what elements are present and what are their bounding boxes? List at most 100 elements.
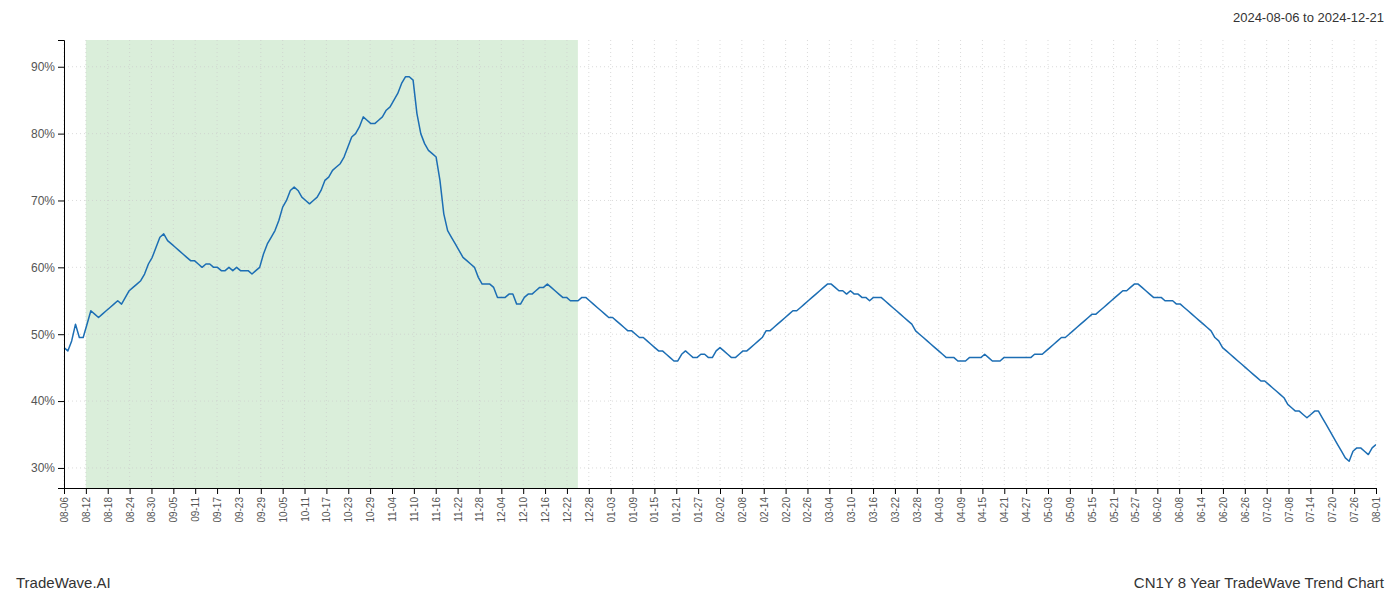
- grid-line-x: [392, 40, 393, 488]
- x-tick: 05-03: [1043, 488, 1054, 523]
- y-tick-mark: [58, 401, 64, 402]
- grid-line-x: [1354, 40, 1355, 488]
- grid-line-x: [545, 40, 546, 488]
- x-tick: 10-05: [278, 488, 289, 523]
- x-tick-label: 09-11: [190, 497, 201, 522]
- grid-line-x: [523, 40, 524, 488]
- grid-line-x: [107, 40, 108, 488]
- grid-line-x: [1376, 40, 1377, 488]
- x-tick-mark: [698, 488, 699, 494]
- grid-line-x: [1244, 40, 1245, 488]
- x-tick: 12-04: [496, 488, 507, 523]
- x-tick-mark: [1310, 488, 1311, 494]
- grid-line-x: [1157, 40, 1158, 488]
- x-tick: 03-22: [890, 488, 901, 523]
- grid-line-x: [413, 40, 414, 488]
- x-tick-mark: [611, 488, 612, 494]
- x-tick-mark: [1157, 488, 1158, 494]
- x-tick-label: 11-10: [409, 497, 420, 522]
- x-tick-mark: [1245, 488, 1246, 494]
- x-tick: 03-04: [824, 488, 835, 523]
- x-tick: 10-29: [365, 488, 376, 523]
- x-tick: 11-22: [453, 488, 464, 522]
- x-tick: 02-26: [802, 488, 813, 523]
- y-tick: 30%: [31, 461, 64, 475]
- plot-area: [64, 77, 1376, 461]
- x-tick-mark: [195, 488, 196, 494]
- x-tick: 01-21: [671, 488, 682, 523]
- x-tick-mark: [326, 488, 327, 494]
- x-tick-label: 03-04: [824, 497, 835, 523]
- grid-line-x: [479, 40, 480, 488]
- x-tick-mark: [786, 488, 787, 494]
- grid-line-x: [632, 40, 633, 488]
- grid-line-x: [851, 40, 852, 488]
- x-tick: 07-02: [1262, 488, 1273, 523]
- line: [64, 77, 1376, 461]
- grid-line-x: [698, 40, 699, 488]
- x-tick-label: 03-28: [912, 497, 923, 523]
- grid-line-x: [676, 40, 677, 488]
- grid-line-x: [741, 40, 742, 488]
- grid-line-x: [1113, 40, 1114, 488]
- x-tick-label: 04-15: [977, 497, 988, 523]
- x-tick-mark: [1267, 488, 1268, 494]
- x-tick: 08-06: [59, 488, 70, 523]
- x-tick-label: 07-14: [1305, 497, 1316, 523]
- x-tick-label: 06-26: [1240, 497, 1251, 523]
- x-tick: 01-03: [606, 488, 617, 523]
- grid-line-y: [64, 133, 1376, 134]
- x-tick-label: 08-06: [59, 497, 70, 523]
- x-tick-mark: [851, 488, 852, 494]
- x-tick-label: 11-04: [387, 497, 398, 522]
- x-tick-mark: [479, 488, 480, 494]
- grid-line-x: [370, 40, 371, 488]
- y-tick-mark: [58, 200, 64, 201]
- x-tick-label: 10-23: [343, 497, 354, 523]
- x-tick: 04-09: [956, 488, 967, 523]
- x-tick-mark: [392, 488, 393, 494]
- x-tick: 01-27: [693, 488, 704, 523]
- y-tick-mark: [58, 267, 64, 268]
- grid-line-x: [1222, 40, 1223, 488]
- grid-line-y: [64, 267, 1376, 268]
- y-tick-label: 90%: [31, 60, 55, 74]
- grid-line-x: [195, 40, 196, 488]
- x-tick-label: 06-14: [1196, 497, 1207, 523]
- y-tick: 40%: [31, 394, 64, 408]
- x-tick-label: 09-17: [212, 497, 223, 523]
- x-tick: 05-21: [1109, 488, 1120, 523]
- x-tick-label: 01-15: [649, 497, 660, 523]
- x-tick-mark: [545, 488, 546, 494]
- grid-line-x: [129, 40, 130, 488]
- x-tick: 01-15: [649, 488, 660, 523]
- x-tick-label: 04-21: [999, 497, 1010, 523]
- x-tick-mark: [348, 488, 349, 494]
- x-tick: 09-17: [212, 488, 223, 523]
- x-tick-mark: [1332, 488, 1333, 494]
- y-tick: 80%: [31, 127, 64, 141]
- x-tick: 09-23: [234, 488, 245, 523]
- grid-line-x: [1266, 40, 1267, 488]
- x-tick-mark: [1135, 488, 1136, 494]
- y-tick-label: 70%: [31, 194, 55, 208]
- x-tick: 04-21: [999, 488, 1010, 523]
- y-axis: 30%40%50%60%70%80%90%: [31, 41, 65, 489]
- x-tick: 08-30: [146, 488, 157, 523]
- x-tick-mark: [501, 488, 502, 494]
- x-tick-label: 10-11: [300, 497, 311, 522]
- grid-line-x: [1048, 40, 1049, 488]
- y-tick-mark: [58, 134, 64, 135]
- x-tick-mark: [895, 488, 896, 494]
- x-tick-mark: [151, 488, 152, 494]
- subtitle: 2024-08-06 to 2024-12-21: [1233, 10, 1384, 25]
- x-tick-label: 08-01: [1371, 497, 1382, 523]
- grid-line-x: [173, 40, 174, 488]
- x-tick-label: 09-05: [168, 497, 179, 523]
- grid-line-x: [1091, 40, 1092, 488]
- y-tick-label: 40%: [31, 394, 55, 408]
- y-tick-label: 60%: [31, 261, 55, 275]
- x-tick-mark: [764, 488, 765, 494]
- grid-line-x: [151, 40, 152, 488]
- grid-line-x: [873, 40, 874, 488]
